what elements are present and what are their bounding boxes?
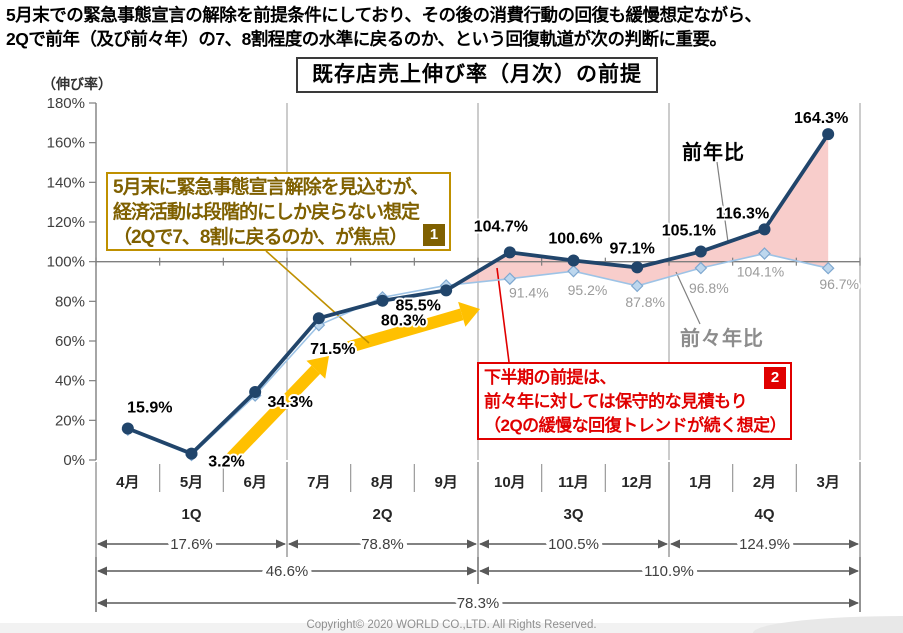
svg-text:100.5%: 100.5% [548, 536, 599, 553]
svg-text:78.3%: 78.3% [457, 595, 500, 612]
note1-badge: 1 [423, 224, 445, 246]
svg-text:0%: 0% [63, 452, 85, 469]
series-prev-year [121, 128, 835, 460]
note1-line-1: 5月末に緊急事態宣言解除を見込むが、 [113, 177, 429, 198]
svg-text:85.5%: 85.5% [395, 297, 440, 314]
svg-text:6月: 6月 [243, 474, 266, 491]
note2-badge: 2 [764, 367, 786, 389]
y-axis-title: （伸び率） [42, 76, 112, 92]
svg-text:12月: 12月 [621, 474, 653, 491]
note2-line-3: （2Qの緩慢な回復トレンドが続く想定） [484, 416, 787, 435]
svg-text:116.3%: 116.3% [716, 205, 769, 222]
note2-line-1: 下半期の前提は、 [484, 368, 617, 387]
header-line-2: 2Qで前年（及び前々年）の7、8割程度の水準に戻るのか、という回復軌道が次の判断… [6, 29, 727, 49]
svg-text:3Q: 3Q [563, 506, 583, 523]
svg-text:8月: 8月 [371, 474, 394, 491]
svg-text:5月: 5月 [180, 474, 203, 491]
svg-text:95.2%: 95.2% [568, 282, 608, 298]
note1-line-2: 経済活動は段階的にしか戻らない想定 [113, 202, 420, 223]
svg-text:80%: 80% [55, 293, 85, 310]
svg-text:71.5%: 71.5% [310, 341, 355, 358]
annotation-note-1: 5月末に緊急事態宣言解除を見込むが、 経済活動は段階的にしか戻らない想定 （2Q… [106, 172, 451, 251]
svg-text:97.1%: 97.1% [609, 240, 654, 257]
svg-text:2Q: 2Q [372, 506, 392, 523]
svg-text:15.9%: 15.9% [127, 399, 172, 416]
svg-text:160%: 160% [47, 135, 85, 152]
svg-text:100%: 100% [47, 254, 85, 271]
svg-text:11月: 11月 [558, 474, 589, 491]
svg-text:80.3%: 80.3% [381, 313, 426, 330]
svg-text:180%: 180% [47, 95, 85, 112]
copyright-text: Copyright© 2020 WORLD CO.,LTD. All Right… [306, 619, 597, 631]
header-text: 5月末での緊急事態宣言の解除を前提条件にしており、その後の消費行動の回復も緩慢想… [6, 3, 901, 51]
svg-text:40%: 40% [55, 373, 85, 390]
svg-text:105.1%: 105.1% [662, 223, 716, 240]
category-axis: 4月 5月 6月 7月 8月 9月 10月 11月 12月 1月 2月 3月 1Q 2Q 3Q 4Q [95, 462, 861, 557]
svg-text:120%: 120% [47, 214, 85, 231]
total-brackets: 17.6% 78.8% 100.5% 124.9% 46.6% 110.9% 78.3% [95, 532, 861, 616]
svg-text:78.8%: 78.8% [361, 536, 404, 553]
svg-text:10月: 10月 [494, 474, 526, 491]
svg-text:20%: 20% [55, 412, 85, 429]
svg-text:110.9%: 110.9% [644, 563, 694, 580]
svg-text:4月: 4月 [116, 474, 139, 491]
annotation-note-2: 下半期の前提は、 前々年に対しては保守的な見積もり （2Qの緩慢な回復トレンドが… [477, 362, 792, 440]
svg-text:100.6%: 100.6% [548, 230, 602, 247]
svg-text:2月: 2月 [753, 474, 776, 491]
svg-text:96.7%: 96.7% [819, 276, 859, 292]
svg-text:7月: 7月 [307, 474, 330, 491]
svg-text:60%: 60% [55, 333, 85, 350]
svg-text:4Q: 4Q [754, 506, 774, 523]
svg-text:164.3%: 164.3% [794, 110, 848, 127]
svg-text:1月: 1月 [689, 474, 712, 491]
fill-between-area [456, 134, 829, 286]
note1-line-3: （2Qで7、8割に戻るのか、が焦点） [113, 227, 408, 248]
svg-text:1Q: 1Q [181, 506, 201, 523]
svg-text:87.8%: 87.8% [625, 294, 665, 310]
chart-title: 既存店売上伸び率（月次）の前提 [296, 57, 658, 93]
series-two-years-ago [121, 247, 835, 462]
svg-text:104.7%: 104.7% [474, 218, 528, 235]
svg-text:3.2%: 3.2% [208, 454, 244, 471]
note2-line-2: 前々年に対しては保守的な見積もり [484, 392, 748, 411]
axes: 0% 20% 40% 60% 80% 100% 120% 140% 160% 180% [47, 95, 861, 469]
header-line-1: 5月末での緊急事態宣言の解除を前提条件にしており、その後の消費行動の回復も緩慢想… [6, 5, 762, 25]
svg-text:9月: 9月 [434, 474, 457, 491]
data-labels: 15.9% 3.2% 34.3% 71.5% 80.3%85.5% 104.7% 100.6… [125, 108, 861, 473]
svg-text:3月: 3月 [816, 474, 839, 491]
svg-text:104.1%: 104.1% [737, 264, 784, 280]
svg-text:124.9%: 124.9% [739, 536, 790, 553]
svg-text:17.6%: 17.6% [170, 536, 213, 553]
svg-text:46.6%: 46.6% [266, 563, 309, 580]
series-label-prev-year: 前年比 [682, 142, 745, 164]
svg-text:34.3%: 34.3% [267, 394, 312, 411]
series-label-two-years-ago: 前々年比 [680, 328, 764, 350]
svg-text:96.8%: 96.8% [689, 280, 729, 296]
svg-text:140%: 140% [47, 174, 85, 191]
svg-text:91.4%: 91.4% [509, 285, 549, 301]
highlight-arrows [225, 161, 729, 464]
footer-band [0, 623, 903, 633]
